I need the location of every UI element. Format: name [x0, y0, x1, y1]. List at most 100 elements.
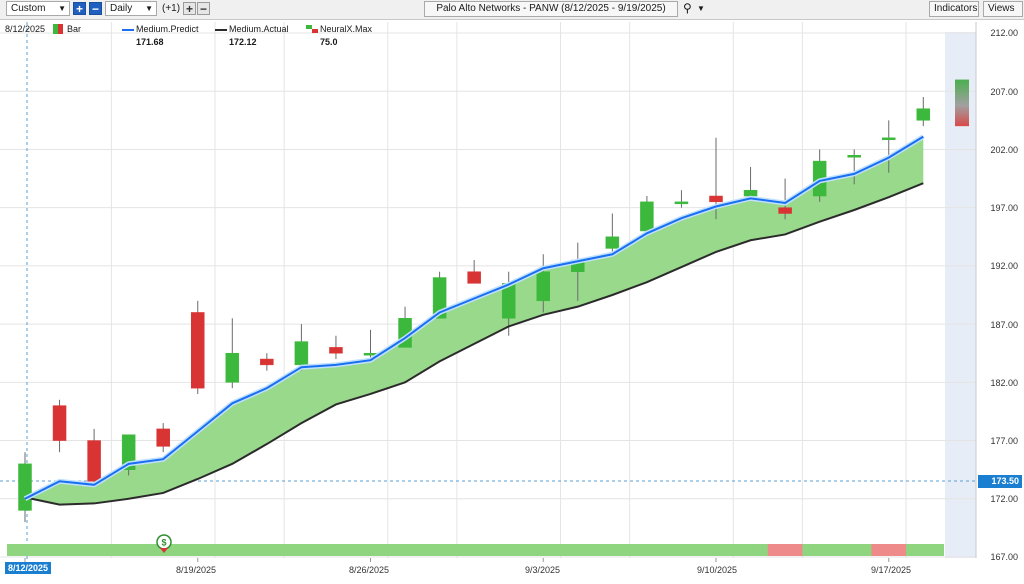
predict-line-icon — [122, 29, 134, 31]
neuralx-bad-segment — [767, 544, 803, 556]
candle-body — [467, 271, 481, 284]
interval-value: Daily — [110, 3, 133, 14]
preset-dropdown[interactable]: Custom ▼ — [6, 1, 70, 16]
prediction-band — [25, 136, 924, 505]
date-tick: 9/10/2025 — [697, 565, 738, 575]
candle-down — [52, 399, 67, 453]
legend-date: 8/12/2025 — [5, 24, 46, 34]
medium-actual-line — [24, 182, 924, 506]
chevron-down-icon[interactable]: ▼ — [697, 4, 705, 13]
price-tick: 167.00 — [990, 552, 1018, 562]
candle-body — [225, 352, 240, 383]
price-tick: 177.00 — [990, 436, 1018, 446]
preset-value: Custom — [11, 3, 46, 14]
price-tick: 187.00 — [990, 320, 1018, 330]
legend-actual-value: 172.12 — [229, 37, 257, 47]
signal-marker[interactable]: $ — [156, 534, 172, 553]
candle-up — [536, 254, 550, 313]
views-button[interactable]: Views — [983, 1, 1023, 17]
date-tick: 9/3/2025 — [525, 565, 561, 575]
legend-bar-label: Bar — [67, 24, 82, 34]
candle-body — [674, 201, 689, 205]
candle-body — [18, 463, 32, 511]
date-tick: 8/19/2025 — [176, 565, 217, 575]
crosshair-date-badge: 8/12/2025 — [5, 562, 52, 574]
candle-up — [225, 318, 240, 389]
price-tick: 197.00 — [990, 203, 1018, 213]
candle-up — [847, 149, 861, 185]
remove-symbol-button[interactable]: − — [89, 2, 102, 15]
search-icon[interactable]: ⚲ — [683, 1, 692, 15]
candle-body — [605, 236, 620, 249]
neuralx-strip — [7, 544, 944, 556]
actual-line-icon — [215, 29, 227, 31]
candle-down — [778, 178, 792, 220]
candle-down — [467, 260, 481, 284]
legend-actual-label: Medium.Actual — [229, 24, 289, 34]
neuralx-strip-background — [7, 544, 944, 556]
interval-dropdown[interactable]: Daily ▼ — [105, 1, 157, 16]
candle-body — [191, 312, 205, 389]
candle-body — [916, 108, 931, 121]
candle-down — [87, 428, 101, 488]
neuralx-bad-segment — [871, 544, 907, 556]
candle-up — [916, 97, 931, 127]
candle-up — [743, 166, 758, 197]
candle-body — [778, 207, 792, 214]
candle-body — [640, 201, 654, 232]
candle-down — [156, 423, 170, 453]
candle-down — [329, 335, 343, 360]
remove-compare-button[interactable]: − — [197, 2, 210, 15]
price-tick: 172.00 — [990, 494, 1018, 504]
candle-body — [156, 428, 170, 447]
legend-predict-value: 171.68 — [136, 37, 164, 47]
chart-toolbar: Custom ▼ + − Daily ▼ (+1) + − Palo Alto … — [0, 0, 1024, 20]
candle-body — [432, 277, 447, 319]
price-tick: 207.00 — [990, 87, 1018, 97]
candle-body — [743, 189, 758, 197]
forecast-bar — [955, 79, 969, 127]
candle-down — [191, 300, 205, 394]
candle-up — [18, 452, 32, 523]
indicators-button[interactable]: Indicators — [929, 1, 979, 17]
price-tick: 202.00 — [990, 145, 1018, 155]
medium-predict-line — [24, 135, 924, 500]
candle-body — [882, 137, 896, 141]
views-label: Views — [988, 3, 1015, 14]
candle-down — [260, 353, 274, 371]
bar-icon — [53, 24, 63, 34]
signal-marker-symbol: $ — [161, 538, 166, 548]
chevron-down-icon: ▼ — [145, 4, 153, 13]
chevron-down-icon: ▼ — [58, 4, 66, 13]
candle-body — [847, 155, 861, 158]
candle-body — [87, 440, 101, 482]
compare-count: (+1) — [162, 3, 181, 14]
candle-body — [536, 271, 550, 302]
indicators-label: Indicators — [934, 3, 978, 14]
current-price-badge: 173.50 — [978, 475, 1022, 488]
price-tick: 212.00 — [990, 28, 1018, 38]
symbol-title-field[interactable]: Palo Alto Networks - PANW (8/12/2025 - 9… — [424, 1, 678, 17]
date-tick: 9/17/2025 — [871, 565, 912, 575]
candle-body — [52, 405, 67, 441]
candle-up — [294, 324, 309, 371]
legend-neural-value: 75.0 — [320, 37, 338, 47]
candle-up — [674, 190, 689, 208]
candle-body — [260, 358, 274, 366]
candle-up — [640, 196, 654, 232]
chart-grid — [0, 22, 976, 562]
candle-up — [882, 120, 896, 173]
legend-predict-label: Medium.Predict — [136, 24, 199, 34]
neural-icon — [306, 24, 318, 36]
candle-up — [812, 149, 827, 202]
candle-body — [294, 341, 309, 366]
candle-body — [709, 195, 723, 203]
candle-up — [605, 213, 620, 255]
date-tick: 8/26/2025 — [349, 565, 390, 575]
add-symbol-button[interactable]: + — [73, 2, 86, 15]
candle-body — [329, 347, 343, 354]
add-compare-button[interactable]: + — [183, 2, 196, 15]
price-tick: 192.00 — [990, 261, 1018, 271]
legend-neural-label: NeuralX.Max — [320, 24, 373, 34]
